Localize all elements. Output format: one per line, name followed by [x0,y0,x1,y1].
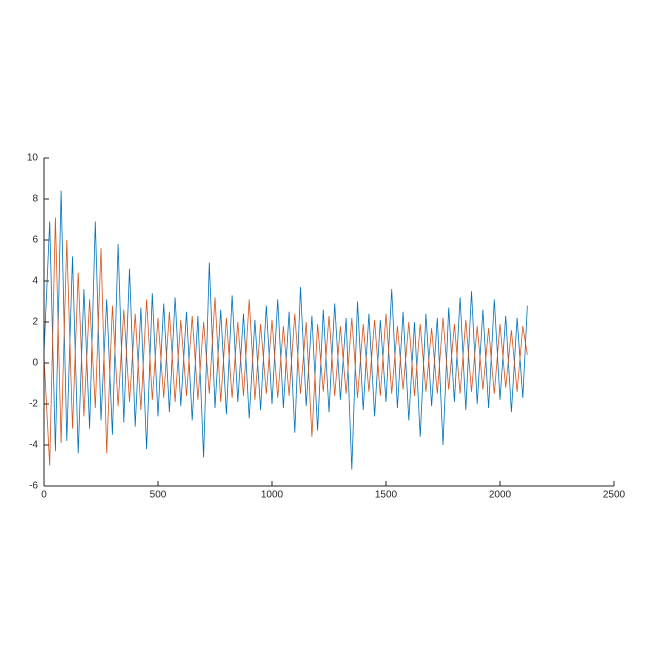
y-tick-label: 2 [32,317,38,328]
x-tick-label: 0 [41,490,47,501]
y-tick-label: -2 [29,399,38,410]
y-tick-label: 6 [32,235,38,246]
x-tick-label: 1500 [375,490,398,501]
y-tick-label: 0 [32,358,38,369]
data-line [43,217,528,466]
x-tick-label: 2500 [603,490,626,501]
x-tick-label: 500 [150,490,167,501]
y-tick-label: 4 [32,276,38,287]
x-tick-label: 2000 [489,490,512,501]
y-tick-label: 10 [27,153,39,164]
y-tick-label: 8 [32,194,38,205]
x-tick-label: 1000 [261,490,284,501]
y-tick-label: -4 [29,440,38,451]
y-tick-label: -6 [29,481,38,492]
